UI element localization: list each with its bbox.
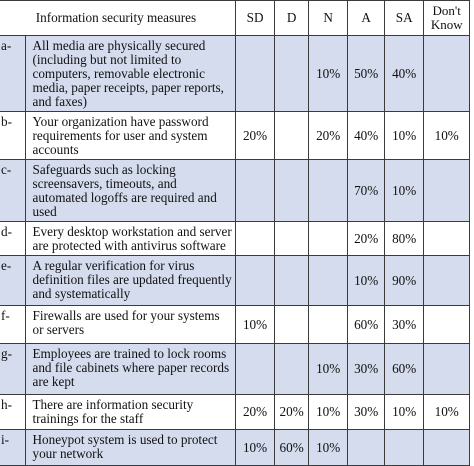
cell-dont-know bbox=[423, 429, 470, 466]
cell-sd bbox=[234, 35, 276, 112]
table-row: e- A regular verification for virus defi… bbox=[0, 255, 470, 306]
cell-dont-know: 10% bbox=[423, 111, 470, 160]
cell-sd bbox=[234, 255, 276, 306]
table-row: g- Employees are trained to lock rooms a… bbox=[0, 343, 470, 395]
cell-sa: 10% bbox=[383, 111, 425, 160]
row-description: Your organization have password requirem… bbox=[25, 111, 236, 160]
cell-dont-know bbox=[423, 343, 470, 395]
header-measures: Information security measures bbox=[0, 0, 236, 36]
cell-sd bbox=[234, 221, 276, 256]
row-description: Safeguards such as locking screensavers,… bbox=[25, 159, 236, 222]
cell-a: 10% bbox=[347, 255, 385, 306]
table-row: h- There are information security traini… bbox=[0, 394, 470, 430]
table-row: a- All media are physically secured (inc… bbox=[0, 35, 470, 112]
cell-n: 10% bbox=[307, 343, 349, 395]
cell-sd bbox=[234, 159, 276, 222]
table-row: i- Honeypot system is used to protect yo… bbox=[0, 429, 470, 466]
cell-a: 30% bbox=[347, 343, 385, 395]
cell-d bbox=[274, 35, 309, 112]
table-row: d- Every desktop workstation and server … bbox=[0, 221, 470, 256]
cell-d bbox=[274, 221, 309, 256]
cell-d: 60% bbox=[274, 429, 309, 466]
cell-sa: 30% bbox=[383, 305, 425, 344]
row-description: Honeypot system is used to protect your … bbox=[25, 429, 236, 466]
cell-sd: 20% bbox=[234, 394, 276, 430]
cell-n: 20% bbox=[307, 111, 349, 160]
cell-n bbox=[307, 305, 349, 344]
table-row: c- Safeguards such as locking screensave… bbox=[0, 159, 470, 222]
cell-d bbox=[274, 305, 309, 344]
cell-d bbox=[274, 111, 309, 160]
header-n: N bbox=[307, 0, 349, 36]
cell-sa: 60% bbox=[383, 343, 425, 395]
row-label: e- bbox=[0, 255, 27, 306]
cell-dont-know bbox=[423, 305, 470, 344]
row-label: a- bbox=[0, 35, 27, 112]
cell-sa: 10% bbox=[383, 159, 425, 222]
cell-d: 20% bbox=[274, 394, 309, 430]
row-label: i- bbox=[0, 429, 27, 466]
cell-sa: 90% bbox=[383, 255, 425, 306]
header-dont-know: Don't Know bbox=[423, 0, 470, 36]
row-description: Firewalls are used for your systems or s… bbox=[25, 305, 236, 344]
cell-a: 20% bbox=[347, 221, 385, 256]
cell-a: 70% bbox=[347, 159, 385, 222]
header-sa: SA bbox=[383, 0, 425, 36]
row-label: c- bbox=[0, 159, 27, 222]
cell-dont-know bbox=[423, 35, 470, 112]
cell-a: 60% bbox=[347, 305, 385, 344]
cell-sd: 10% bbox=[234, 429, 276, 466]
row-description: Employees are trained to lock rooms and … bbox=[25, 343, 236, 395]
header-a: A bbox=[347, 0, 385, 36]
cell-sd: 20% bbox=[234, 111, 276, 160]
cell-a: 50% bbox=[347, 35, 385, 112]
cell-sa bbox=[383, 429, 425, 466]
row-label: d- bbox=[0, 221, 27, 256]
table-row: f- Firewalls are used for your systems o… bbox=[0, 305, 470, 344]
cell-sd bbox=[234, 343, 276, 395]
cell-n: 10% bbox=[307, 35, 349, 112]
cell-n bbox=[307, 255, 349, 306]
cell-d bbox=[274, 255, 309, 306]
row-description: Every desktop workstation and server are… bbox=[25, 221, 236, 256]
cell-a: 40% bbox=[347, 111, 385, 160]
row-label: b- bbox=[0, 111, 27, 160]
header-row: Information security measures SD D N A S… bbox=[0, 0, 470, 36]
row-description: There are information security trainings… bbox=[25, 394, 236, 430]
header-sd: SD bbox=[234, 0, 276, 36]
cell-d bbox=[274, 159, 309, 222]
cell-sa: 80% bbox=[383, 221, 425, 256]
row-description: A regular verification for virus definit… bbox=[25, 255, 236, 306]
row-label: h- bbox=[0, 394, 27, 430]
cell-dont-know bbox=[423, 255, 470, 306]
row-description: All media are physically secured (includ… bbox=[25, 35, 236, 112]
table-row: b- Your organization have password requi… bbox=[0, 111, 470, 160]
cell-d bbox=[274, 343, 309, 395]
cell-sa: 10% bbox=[383, 394, 425, 430]
cell-n bbox=[307, 159, 349, 222]
cell-a bbox=[347, 429, 385, 466]
row-label: f- bbox=[0, 305, 27, 344]
cell-dont-know: 10% bbox=[423, 394, 470, 430]
cell-sd: 10% bbox=[234, 305, 276, 344]
cell-n: 10% bbox=[307, 394, 349, 430]
row-label: g- bbox=[0, 343, 27, 395]
cell-sa: 40% bbox=[383, 35, 425, 112]
cell-n: 10% bbox=[307, 429, 349, 466]
cell-n bbox=[307, 221, 349, 256]
cell-a: 30% bbox=[347, 394, 385, 430]
header-d: D bbox=[274, 0, 309, 36]
cell-dont-know bbox=[423, 159, 470, 222]
cell-dont-know bbox=[423, 221, 470, 256]
